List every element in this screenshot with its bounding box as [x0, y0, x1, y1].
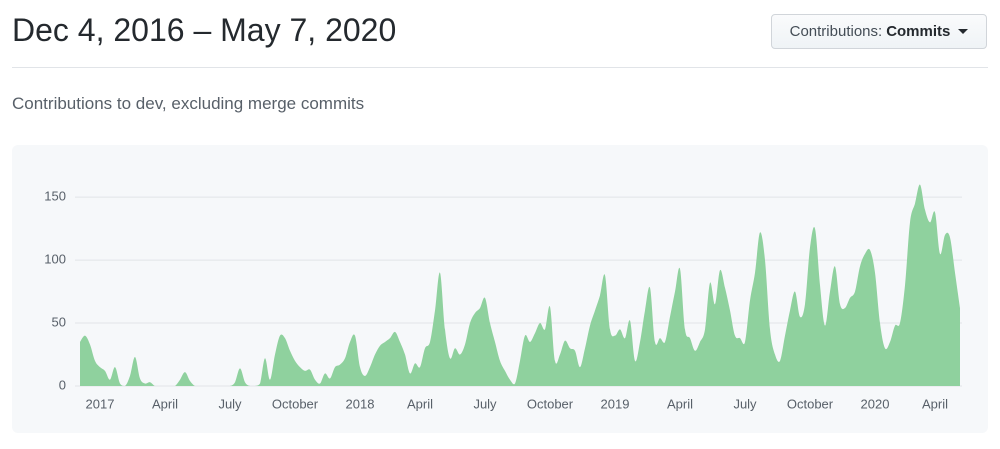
y-tick-label: 100	[44, 252, 66, 267]
area	[80, 184, 960, 386]
x-tick-label: October	[527, 396, 574, 411]
x-tick-label: October	[787, 396, 834, 411]
subtitle: Contributions to dev, excluding merge co…	[12, 94, 365, 113]
x-tick-label: July	[473, 396, 497, 411]
x-tick-label: 2018	[346, 396, 375, 411]
y-tick-label: 150	[44, 189, 66, 204]
divider	[12, 67, 988, 68]
x-tick-label: April	[407, 396, 433, 411]
button-label: Contributions:	[789, 23, 883, 40]
x-tick-label: 2017	[86, 396, 115, 411]
caret	[958, 29, 969, 34]
page-title: Dec 4, 2016 – May 7, 2020	[12, 12, 397, 48]
contributions-button[interactable]: Contributions: Commits	[771, 14, 987, 49]
x-tick-label: July	[733, 396, 757, 411]
y-tick-label: 50	[52, 314, 66, 329]
x-tick-label: 2020	[861, 396, 890, 411]
x-tick-label: 2019	[601, 396, 630, 411]
y-tick-label: 0	[59, 377, 66, 392]
x-tick-label: April	[152, 396, 178, 411]
x-tick-label: April	[922, 396, 948, 411]
x-tick-label: April	[667, 396, 693, 411]
x-tick-label: October	[272, 396, 319, 411]
button-value: Commits	[886, 23, 951, 40]
x-tick-label: July	[218, 396, 242, 411]
